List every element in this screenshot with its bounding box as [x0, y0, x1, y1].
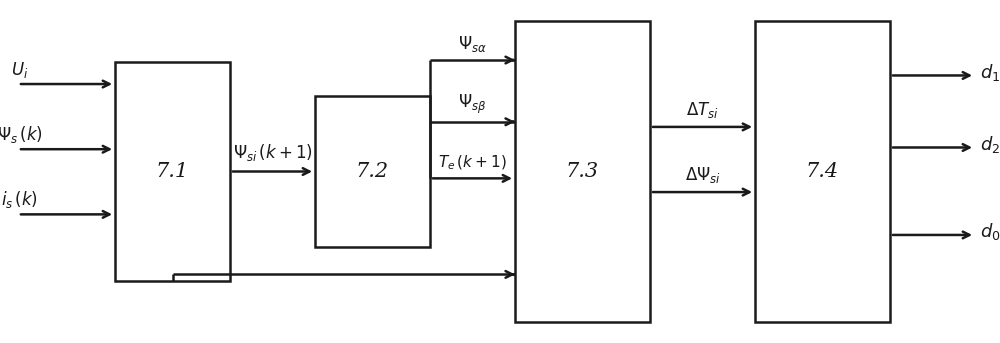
Bar	[515, 21, 650, 322]
Text: $\Delta T_{si}$: $\Delta T_{si}$	[686, 100, 719, 120]
Text: $\Psi_{s\alpha}$: $\Psi_{s\alpha}$	[458, 34, 487, 54]
Text: $d_0$: $d_0$	[980, 221, 1000, 242]
Bar	[755, 21, 890, 322]
Text: 7.4: 7.4	[806, 162, 839, 181]
Text: $T_e\,\left(k+1\right)$: $T_e\,\left(k+1\right)$	[438, 154, 507, 172]
Text: $\Delta\Psi_{si}$: $\Delta\Psi_{si}$	[685, 165, 720, 185]
Bar	[315, 96, 430, 247]
Text: $\Psi_{si}\,\left(k+1\right)$: $\Psi_{si}\,\left(k+1\right)$	[233, 142, 312, 163]
Text: $U_i$: $U_i$	[11, 60, 29, 80]
Text: 7.3: 7.3	[566, 162, 599, 181]
Text: $d_1$: $d_1$	[980, 61, 1000, 83]
Text: 7.1: 7.1	[156, 162, 189, 181]
Text: $i_s\,\left(k\right)$: $i_s\,\left(k\right)$	[1, 189, 39, 210]
Text: $\Psi_{s\beta}$: $\Psi_{s\beta}$	[458, 92, 487, 116]
Text: 7.2: 7.2	[356, 162, 389, 181]
Text: $\Psi_s\,\left(k\right)$: $\Psi_s\,\left(k\right)$	[0, 124, 43, 145]
Text: $d_2$: $d_2$	[980, 133, 1000, 155]
Bar	[115, 62, 230, 281]
